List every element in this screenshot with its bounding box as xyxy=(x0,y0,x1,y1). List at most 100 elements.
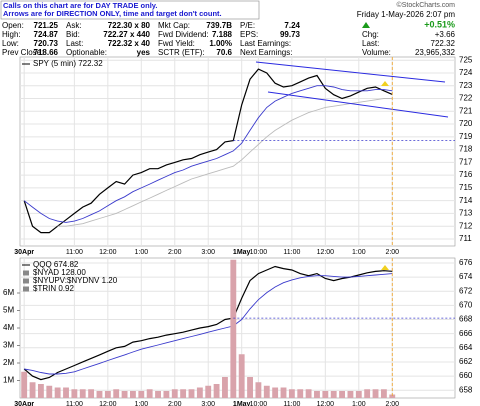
volume-bar xyxy=(288,389,295,398)
note: Arrows are for DIRECTION ONLY, time and … xyxy=(3,9,222,18)
volume-bar xyxy=(247,377,253,398)
legend-swatch xyxy=(23,270,29,276)
y-tick-label: 664 xyxy=(459,343,473,352)
field-label: Optionable: xyxy=(66,48,107,57)
x-tick-label: 1:00 xyxy=(352,401,366,406)
x-tick-label: 3:00 xyxy=(201,401,215,406)
plot-frame xyxy=(19,56,456,247)
volume-bar xyxy=(213,384,220,398)
field-value: yes xyxy=(137,48,151,57)
marks xyxy=(21,68,396,398)
volume-bar xyxy=(222,377,228,398)
x-tick-label: 2:00 xyxy=(385,401,399,406)
field-value: 722.32 xyxy=(431,39,456,48)
moving-average xyxy=(24,273,393,375)
x-tick-label: 1May xyxy=(233,249,251,256)
field-label: High: xyxy=(2,30,21,39)
volume-bar xyxy=(88,389,95,398)
field-label: Prev Close: xyxy=(2,48,43,57)
date: Friday 1-May-2026 2:07 pm xyxy=(357,10,456,19)
volume-bar xyxy=(205,385,212,398)
field-label: Last: xyxy=(362,39,379,48)
field-value: 99.73 xyxy=(280,30,301,39)
x-tick-label: 11:00 xyxy=(66,401,83,406)
y-tick-label: 658 xyxy=(459,385,473,394)
y-tick-label: 725 xyxy=(459,55,473,64)
price-line xyxy=(23,265,393,381)
legend-swatch xyxy=(23,286,29,292)
y2-tick-label: 2M xyxy=(3,358,14,367)
x-tick-label: 12:00 xyxy=(317,249,335,256)
y-tick-label: 718 xyxy=(459,145,473,154)
field-label: Low: xyxy=(2,39,19,48)
volume-bar xyxy=(389,394,396,398)
volume-bar xyxy=(305,389,312,398)
volume-bar xyxy=(263,385,270,398)
pct-change: +0.51% xyxy=(424,19,455,29)
field-label: Fwd Yield: xyxy=(158,39,195,48)
field-label: EPS: xyxy=(240,30,258,39)
x-tick-label: 1:00 xyxy=(134,401,148,406)
trend-line xyxy=(267,91,449,118)
volume-bar xyxy=(330,391,337,398)
y-tick-label: 676 xyxy=(459,258,473,267)
y-tick-label: 666 xyxy=(459,329,473,338)
trend-line xyxy=(255,61,446,83)
x-tick-label: 2:00 xyxy=(168,401,182,406)
x-tick-label: 12:00 xyxy=(317,401,335,406)
y-tick-label: 713 xyxy=(459,209,473,218)
volume-bar xyxy=(79,389,86,398)
volume-bar xyxy=(355,391,362,398)
moving-average xyxy=(57,98,393,227)
volume-bar xyxy=(380,389,387,398)
field-label: SCTR (ETF): xyxy=(158,48,205,57)
x-tick-label: 12:00 xyxy=(99,249,117,256)
field-value: 70.6 xyxy=(216,48,232,57)
y-tick-label: 717 xyxy=(459,157,473,166)
x-tick-label: 11:00 xyxy=(283,401,300,406)
y-tick-label: 724 xyxy=(459,68,473,77)
field-value: 1.00% xyxy=(209,39,232,48)
field-value: 721.25 xyxy=(34,21,59,30)
y-tick-label: 723 xyxy=(459,81,473,90)
x-tick-label: 11:00 xyxy=(283,249,300,256)
volume-bar xyxy=(96,391,103,398)
volume-bar xyxy=(121,391,128,398)
volume-bar xyxy=(238,354,245,398)
volume-bar xyxy=(46,385,53,398)
volume-bar xyxy=(54,387,61,398)
y2-tick-label: 4M xyxy=(3,323,14,332)
volume-bar xyxy=(347,391,354,398)
field-value: +3.66 xyxy=(435,30,456,39)
x-tick-label: 12:00 xyxy=(99,401,117,406)
x-tick-label: 10:00 xyxy=(250,249,268,256)
x-tick-label: 30Apr xyxy=(14,401,34,406)
y-tick-label: 714 xyxy=(459,196,473,205)
volume-bar xyxy=(255,382,262,398)
y-tick-label: 660 xyxy=(459,371,473,380)
x-tick-label: 3:00 xyxy=(201,249,215,256)
y-tick-label: 711 xyxy=(459,234,472,243)
volume-bar xyxy=(364,389,371,398)
field-value: 720.73 xyxy=(34,39,59,48)
x-tick-label: 11:00 xyxy=(66,249,83,256)
field-label: Fwd Dividend: xyxy=(158,30,209,39)
field-label: Last: xyxy=(66,39,83,48)
annotation: $NYAD 128.00 xyxy=(33,268,86,277)
y-tick-label: 668 xyxy=(459,315,473,324)
up-arrow xyxy=(362,22,370,28)
volume-bar xyxy=(21,371,28,398)
field-value: 724.87 xyxy=(34,30,59,39)
x-tick-label: 1May xyxy=(233,401,251,406)
arrow-marker xyxy=(381,81,389,86)
volume-bar xyxy=(322,391,329,398)
field-label: Ask: xyxy=(66,21,82,30)
volume-bar xyxy=(37,384,44,398)
volume-bar xyxy=(180,389,187,398)
y-tick-label: 721 xyxy=(459,106,473,115)
y-tick-label: 672 xyxy=(459,286,473,295)
field-value: 7.188 xyxy=(212,30,233,39)
copyright: ©StockCharts.com xyxy=(397,1,456,9)
price-line xyxy=(23,68,393,234)
y2-tick-label: 1M xyxy=(3,376,14,385)
